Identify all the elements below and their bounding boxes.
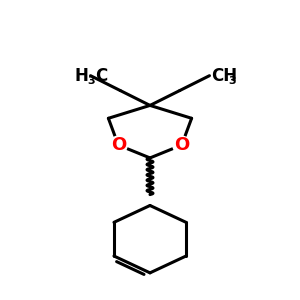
Text: 3: 3: [228, 76, 236, 85]
Circle shape: [173, 136, 190, 154]
Circle shape: [110, 136, 127, 154]
Text: 3: 3: [88, 76, 95, 85]
Text: H: H: [75, 67, 88, 85]
Text: CH: CH: [212, 67, 238, 85]
Text: O: O: [111, 136, 126, 154]
Text: O: O: [174, 136, 189, 154]
Text: C: C: [95, 67, 108, 85]
